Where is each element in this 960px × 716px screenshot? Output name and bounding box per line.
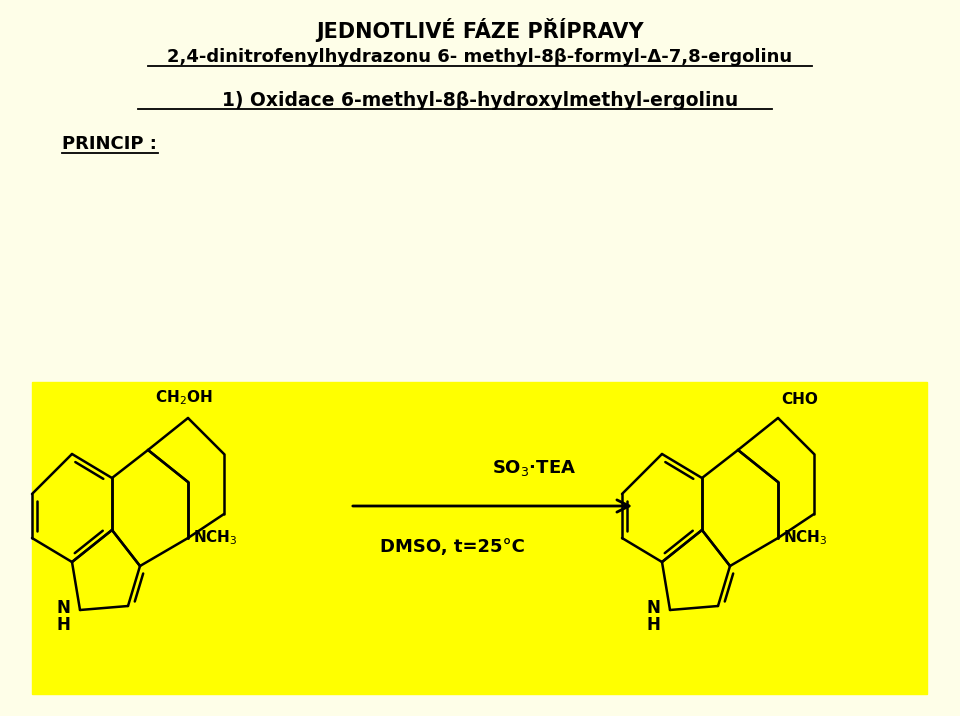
Text: 2,4-dinitrofenylhydrazonu 6- methyl-8β-formyl-Δ-7,8-ergolinu: 2,4-dinitrofenylhydrazonu 6- methyl-8β-f… <box>167 48 793 66</box>
Text: SO$_3$·TEA: SO$_3$·TEA <box>492 458 576 478</box>
Text: DMSO, t=25°C: DMSO, t=25°C <box>380 538 525 556</box>
Text: JEDNOTLIVÉ FÁZE PŘÍPRAVY: JEDNOTLIVÉ FÁZE PŘÍPRAVY <box>316 18 644 42</box>
Text: N: N <box>57 599 70 617</box>
Text: NCH$_3$: NCH$_3$ <box>193 528 237 547</box>
FancyBboxPatch shape <box>32 382 927 694</box>
Text: PRINCIP :: PRINCIP : <box>62 135 156 153</box>
Text: CH$_2$OH: CH$_2$OH <box>156 388 213 407</box>
Text: H: H <box>646 616 660 634</box>
Text: 1) Oxidace 6-methyl-8β-hydroxylmethyl-ergolinu: 1) Oxidace 6-methyl-8β-hydroxylmethyl-er… <box>222 90 738 110</box>
Text: CHO: CHO <box>781 392 819 407</box>
Text: N: N <box>646 599 660 617</box>
Text: H: H <box>57 616 70 634</box>
Text: NCH$_3$: NCH$_3$ <box>782 528 828 547</box>
